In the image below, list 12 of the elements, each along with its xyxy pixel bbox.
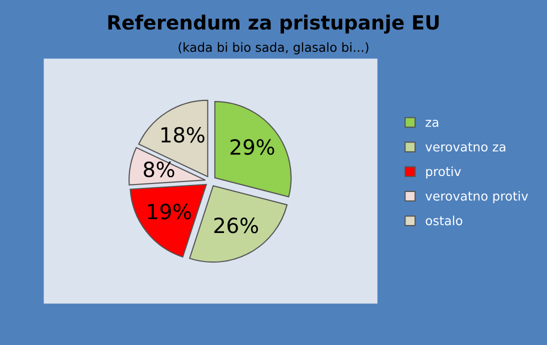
legend-label: za — [426, 120, 438, 127]
data-label: 8% — [144, 162, 174, 178]
chart-subtitle: (kada bi bio sada, glasalo bi...) — [178, 42, 368, 54]
data-label: 29% — [230, 139, 274, 155]
legend-label: verovatno protiv — [425, 191, 528, 204]
data-label: 18% — [162, 126, 204, 143]
data-label: 19% — [148, 204, 191, 220]
legend-label: protiv — [426, 166, 461, 179]
legend-label: verovatno za — [425, 142, 506, 152]
chart-title: Referendum za pristupanje EU — [108, 14, 439, 34]
data-label: 26% — [214, 218, 258, 234]
legend-label: ostalo — [426, 216, 462, 226]
